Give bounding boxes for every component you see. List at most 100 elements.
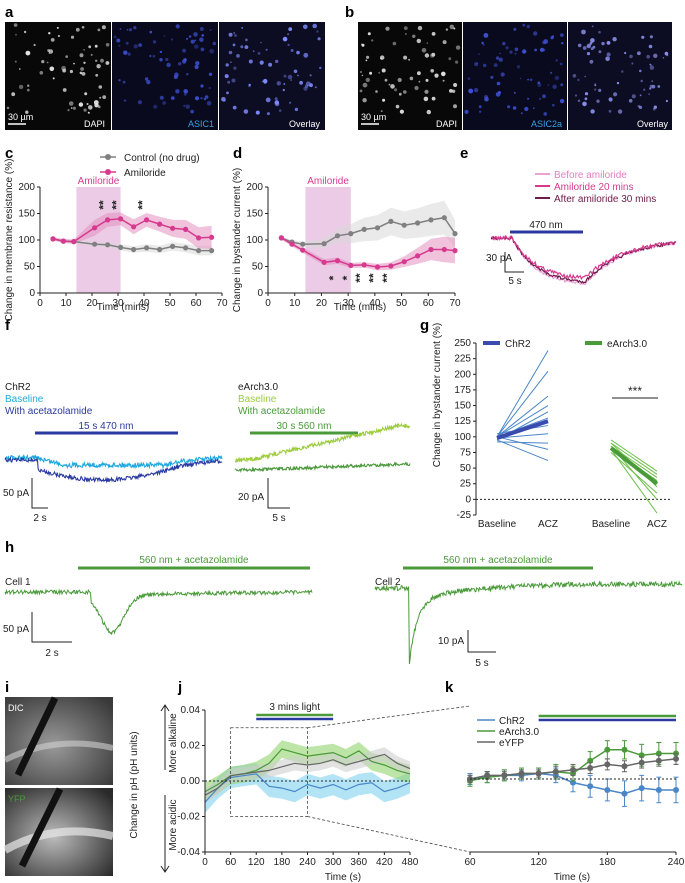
speck-a-dot: [316, 30, 319, 33]
g-ytick-label: 200: [454, 369, 471, 380]
speck-a-dot: [188, 35, 192, 38]
speck-b-dot: [502, 41, 506, 46]
e-stim-label: 470 nm: [529, 220, 562, 231]
speck-a-dot: [186, 37, 188, 40]
speck-a-dot: [232, 43, 236, 47]
speck-a-dot: [78, 102, 84, 107]
f-earch-scale-x: 5 s: [272, 513, 285, 524]
speck-a-dot: [98, 85, 103, 89]
d-ylabel: Change in bystander current (%): [232, 168, 243, 313]
speck-b-dot: [527, 78, 529, 81]
speck-b-dot: [478, 105, 482, 109]
speck-a-dot: [81, 26, 85, 29]
speck-a-dot: [201, 34, 204, 37]
speck-a-dot: [183, 58, 187, 62]
g-ytick-label: 250: [454, 338, 471, 349]
h-cell1-scale-y: 50 pA: [3, 624, 29, 635]
micro-b-specks: [359, 23, 669, 116]
c-xtick-label: 30: [112, 298, 124, 309]
micro-b-label-asic2a: ASIC2a: [531, 119, 562, 129]
speck-a-dot: [276, 81, 281, 86]
g-ytick-label: 50: [460, 463, 472, 474]
j-xlabel: Time (s): [325, 872, 361, 883]
f-chr2-legend-baseline: Baseline: [5, 394, 44, 405]
speck-b-dot: [550, 71, 553, 74]
speck-b-dot: [577, 43, 582, 48]
c-point-1: [209, 234, 215, 240]
speck-a-dot: [68, 101, 74, 106]
j-zoom-box: [230, 727, 308, 817]
speck-a-dot: [67, 109, 70, 112]
g-chr2-pair: [496, 436, 549, 450]
speck-b-dot: [543, 39, 548, 44]
speck-b-dot: [455, 45, 461, 50]
speck-a-dot: [27, 88, 30, 92]
speck-a-dot: [257, 52, 261, 55]
d-point-1: [452, 248, 458, 254]
speck-a-dot: [266, 112, 270, 116]
speck-b-dot: [493, 63, 498, 67]
speck-b-dot: [648, 93, 650, 96]
speck-b-dot: [417, 71, 421, 76]
speck-b-dot: [367, 32, 371, 36]
speck-a-dot: [116, 38, 121, 43]
speck-b-dot: [594, 84, 597, 87]
panel-f-earch-traces: eArch3.0 Baseline With acetazolamide 30 …: [234, 382, 411, 524]
h-cell2-scale-y: 10 pA: [438, 636, 464, 647]
speck-b-dot: [629, 54, 633, 59]
micro-b-dapi-tile: [358, 22, 462, 130]
speck-b-dot: [643, 88, 646, 91]
j-xtick-label: 300: [325, 857, 342, 868]
c-point-1: [183, 226, 189, 232]
speck-b-dot: [366, 55, 370, 59]
c-ytick-label: 150: [18, 209, 35, 220]
i-yfp-cell-layer: [3, 827, 114, 854]
speck-b-dot: [584, 92, 589, 96]
g-earch-pair: [610, 439, 658, 472]
speck-b-dot: [381, 68, 386, 73]
speck-a-dot: [175, 24, 180, 29]
f-earch-trace-acz: [234, 461, 411, 474]
speck-b-dot: [445, 28, 449, 31]
speck-b-dot: [601, 41, 605, 46]
c-point-1: [105, 217, 111, 223]
speck-b-dot: [483, 33, 489, 38]
g-earch-mean: [609, 446, 659, 486]
speck-b-dot: [395, 104, 400, 109]
speck-a-dot: [159, 50, 163, 54]
c-amiloride-label: Amiloride: [78, 176, 120, 187]
g-ytick-label: 75: [460, 447, 472, 458]
speck-a-dot: [282, 36, 288, 42]
speck-b-dot: [359, 89, 363, 93]
j-light-label: 3 mins light: [269, 702, 320, 713]
d-point-0: [348, 231, 354, 237]
speck-a-dot: [208, 86, 211, 90]
d-ytick-label: 50: [252, 262, 264, 273]
speck-a-dot: [79, 71, 83, 75]
speck-b-dot: [561, 42, 564, 45]
f-chr2-trace-acz: [4, 456, 223, 484]
speck-b-dot: [362, 98, 367, 103]
speck-a-dot: [190, 39, 195, 44]
speck-a-dot: [133, 26, 137, 30]
c-point-0: [183, 245, 189, 251]
speck-b-dot: [572, 74, 577, 78]
speck-a-dot: [183, 89, 189, 94]
e-trace-amiloride: [490, 234, 677, 281]
speck-a-dot: [228, 50, 233, 55]
g-category-label: Baseline: [478, 519, 517, 530]
k-point-0: [604, 786, 611, 793]
g-ylabel: Change in bystander current (%): [432, 323, 443, 468]
speck-b-dot: [613, 92, 618, 97]
h-cell1-scale-bar: [31, 612, 72, 643]
speck-a-dot: [49, 66, 55, 72]
speck-b-dot: [617, 109, 623, 114]
g-ytick-label: 25: [460, 479, 472, 490]
f-chr2-title: ChR2: [5, 382, 31, 393]
f-chr2-scale-bar: [31, 478, 48, 509]
speck-a-dot: [200, 84, 204, 88]
speck-a-dot: [61, 65, 66, 71]
speck-b-dot: [382, 98, 386, 102]
speck-a-dot: [113, 35, 117, 39]
d-xtick-label: 70: [449, 298, 461, 309]
